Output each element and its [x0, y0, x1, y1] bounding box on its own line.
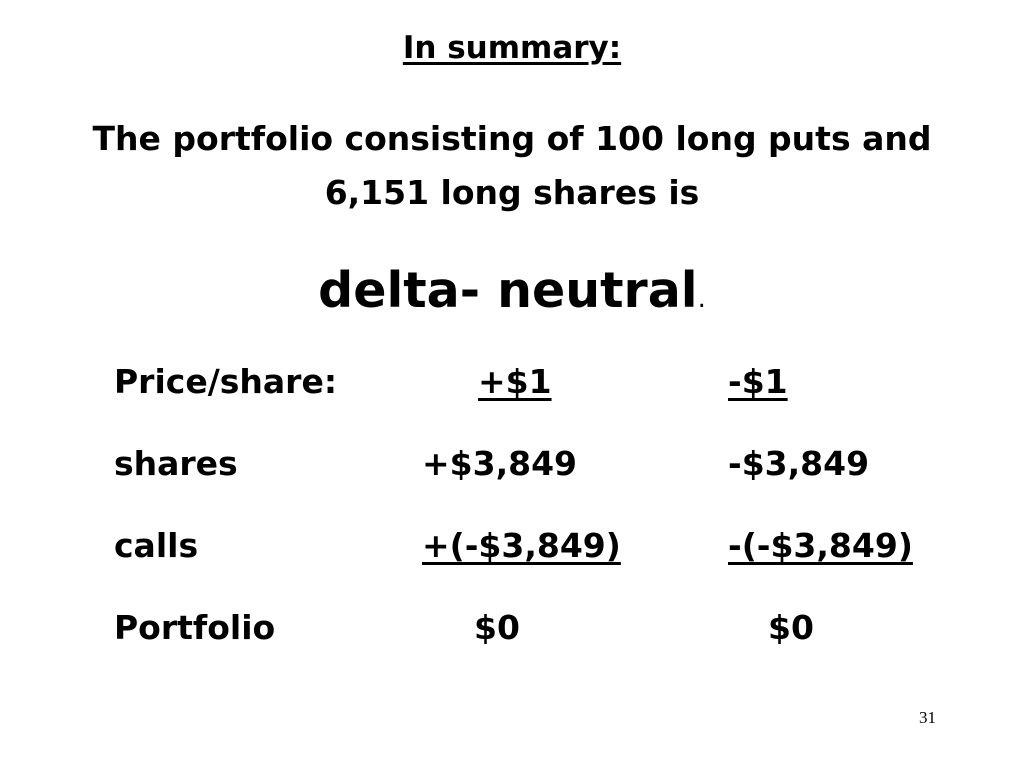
row-label-shares: shares [114, 444, 238, 483]
conclusion-text: delta- neutral [318, 262, 698, 319]
price-down-header: -$1 [728, 362, 788, 401]
row-label-calls: calls [114, 526, 199, 565]
calls-down-value: -(-$3,849) [728, 526, 913, 565]
conclusion: delta- neutral. [0, 262, 1024, 319]
conclusion-period: . [697, 284, 706, 314]
portfolio-up-value: $0 [474, 608, 520, 647]
page-number: 31 [919, 708, 936, 727]
slide-heading: In summary: [402, 30, 622, 66]
price-per-share-label: Price/share: [114, 362, 338, 401]
shares-up-value: +$3,849 [422, 444, 577, 483]
calls-up-value: +(-$3,849) [422, 526, 621, 565]
row-label-portfolio: Portfolio [114, 608, 276, 647]
shares-down-value: -$3,849 [728, 444, 870, 483]
portfolio-down-value: $0 [768, 608, 814, 647]
summary-statement: The portfolio consisting of 100 long put… [92, 119, 932, 212]
price-up-header: +$1 [478, 362, 552, 401]
